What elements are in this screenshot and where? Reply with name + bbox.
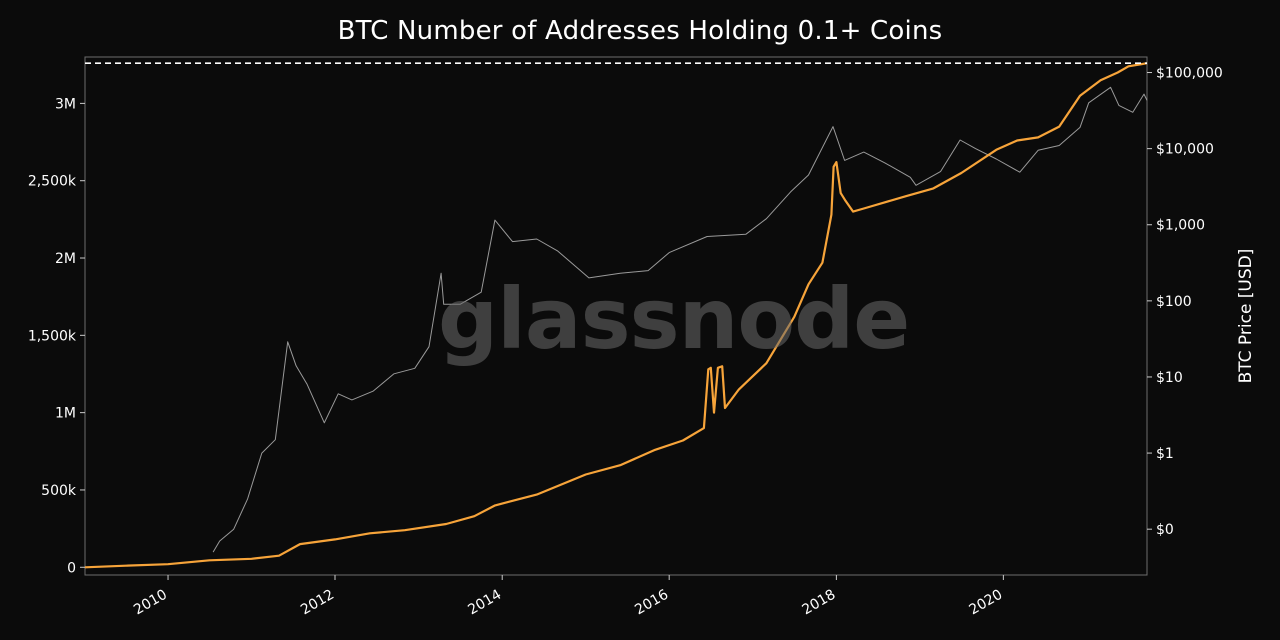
y2-axis-label: BTC Price [USD] — [1236, 248, 1256, 384]
y-tick-label: 3M — [55, 96, 76, 112]
y2-tick-label: $10,000 — [1156, 142, 1214, 158]
x-tick-label: 2010 — [131, 587, 170, 619]
y2-tick-label: $1 — [1156, 446, 1174, 462]
x-tick-label: 2014 — [465, 587, 504, 619]
y2-tick-label: $100,000 — [1156, 66, 1223, 82]
axis-layer: 0 500k 1M 1,500k 2M 2,500k 3M $0 $1 $10 $100 $1,000… — [28, 66, 1223, 619]
y-tick-label: 1M — [55, 406, 76, 422]
x-tick-label: 2016 — [632, 587, 671, 619]
x-tick-label: 2020 — [966, 587, 1005, 619]
chart-title: BTC Number of Addresses Holding 0.1+ Coi… — [337, 16, 943, 46]
series-layer — [84, 62, 1148, 569]
y2-tick-label: $0 — [1156, 522, 1174, 538]
y-tick-label: 2,500k — [28, 174, 77, 190]
y2-tick-label: $1,000 — [1156, 218, 1205, 234]
y2-tick-label: $100 — [1156, 294, 1192, 310]
addresses-series-line — [84, 62, 1148, 569]
price-series-line — [212, 86, 1148, 553]
y2-tick-label: $10 — [1156, 370, 1183, 386]
y-tick-label: 2M — [55, 251, 76, 267]
y-tick-label: 500k — [41, 483, 77, 499]
plot-frame — [84, 56, 1148, 576]
x-tick-label: 2018 — [800, 587, 839, 619]
y-tick-label: 1,500k — [28, 328, 77, 344]
y-tick-label: 0 — [67, 560, 76, 576]
x-tick-label: 2012 — [298, 587, 337, 619]
